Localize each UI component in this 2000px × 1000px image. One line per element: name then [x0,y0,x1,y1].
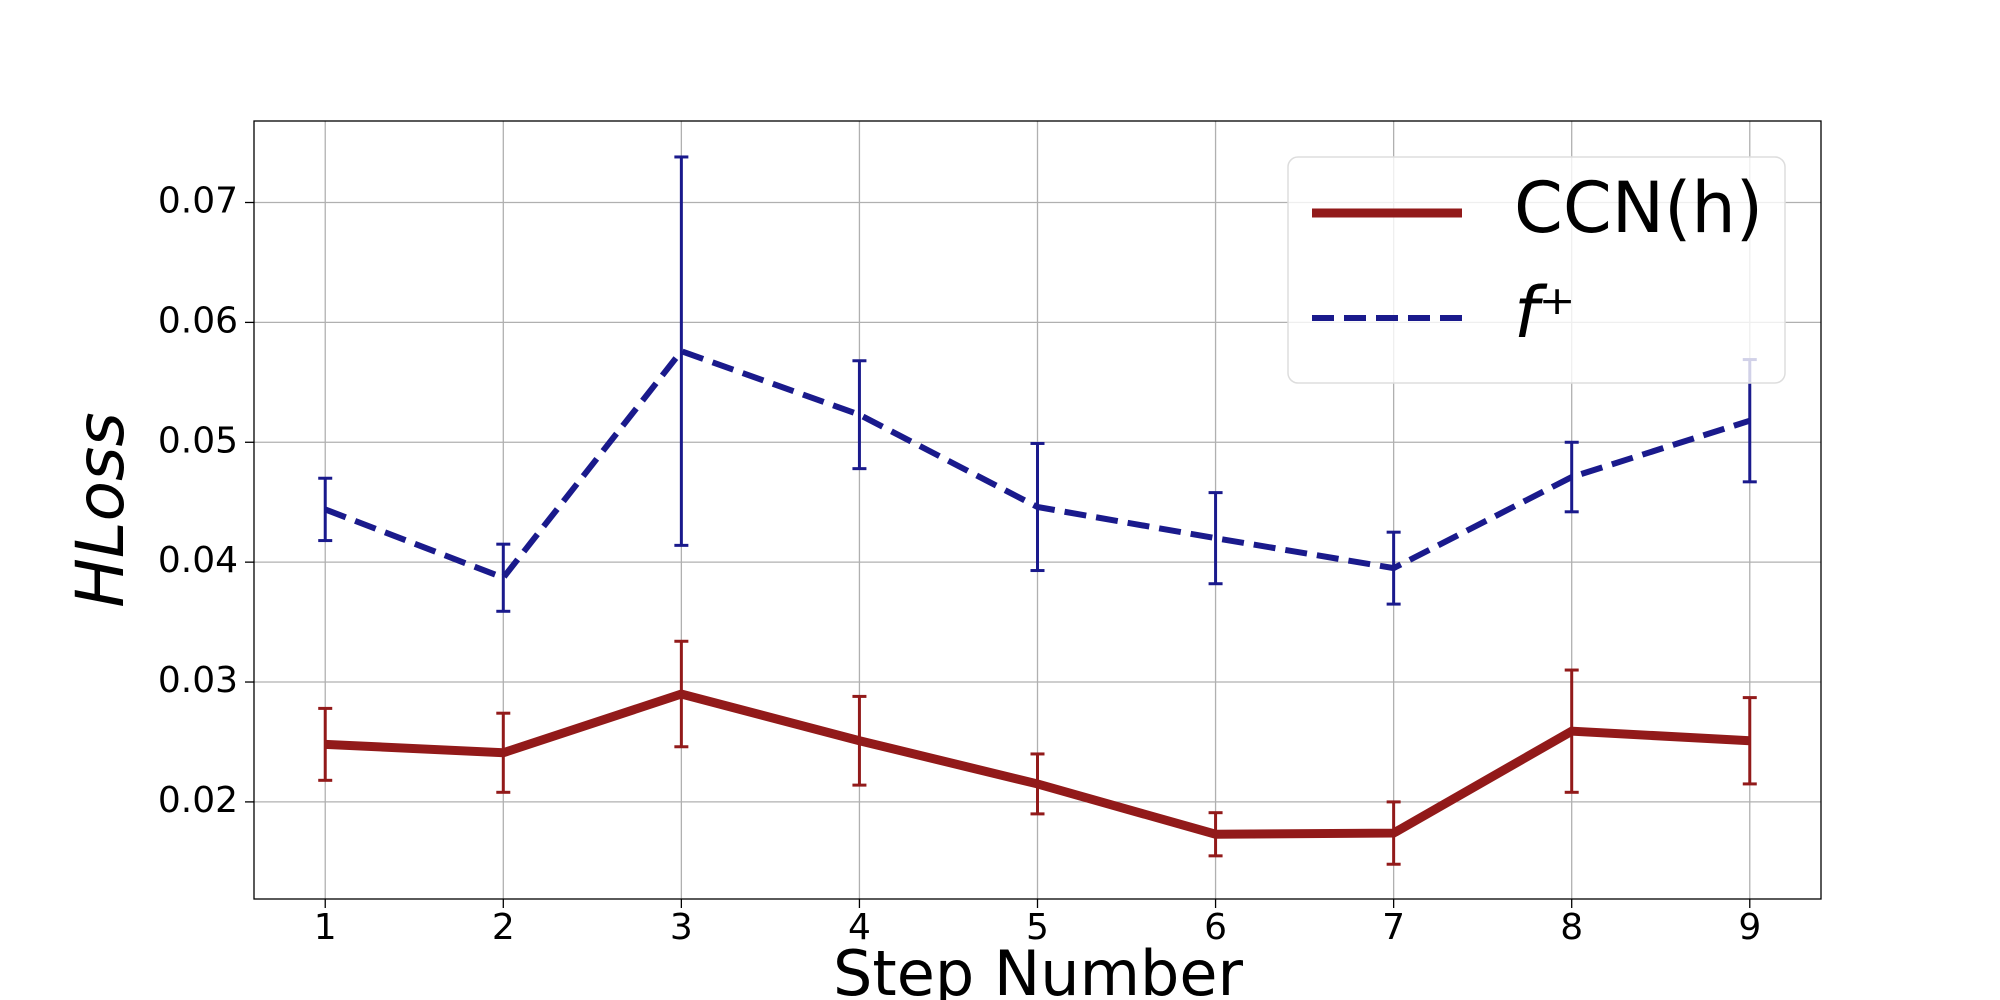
legend-label: CCN(h) [1514,167,1763,249]
error-bar [318,706,333,782]
error-bar [1030,752,1045,816]
error-bar [1208,811,1223,858]
y-tick-label: 0.03 [158,660,238,701]
error-bar [496,711,511,794]
y-axis-label: HLoss [62,412,139,608]
x-tick-label: 2 [492,907,515,948]
x-tick-label: 1 [314,907,337,948]
y-tick-label: 0.04 [158,540,238,581]
x-tick-label: 5 [1026,907,1049,948]
error-bar [1386,530,1401,606]
x-tick-label: 3 [670,907,693,948]
error-bar [318,476,333,543]
error-bar [674,155,689,547]
error-bar [1386,800,1401,866]
x-axis-label: Step Number [833,937,1243,1000]
x-tick-label: 9 [1738,907,1761,948]
error-bar [496,542,511,613]
x-tick-label: 6 [1204,907,1227,948]
error-bar [1564,668,1579,794]
error-bar [852,694,867,787]
x-tick-label: 4 [848,907,871,948]
x-tick-label: 8 [1560,907,1583,948]
y-tick-label: 0.02 [158,780,238,821]
error-bar [674,639,689,749]
legend-label: f⁺ [1514,272,1576,354]
error-bar [1030,441,1045,573]
error-bar [1564,440,1579,514]
error-bar [852,359,867,471]
y-tick-label: 0.07 [158,181,238,222]
plot-frame [253,120,1822,900]
x-tick-label: 7 [1382,907,1405,948]
error-bar [1208,491,1223,586]
y-tick-label: 0.05 [158,420,238,461]
error-bar [1742,696,1757,786]
y-tick-label: 0.06 [158,300,238,341]
